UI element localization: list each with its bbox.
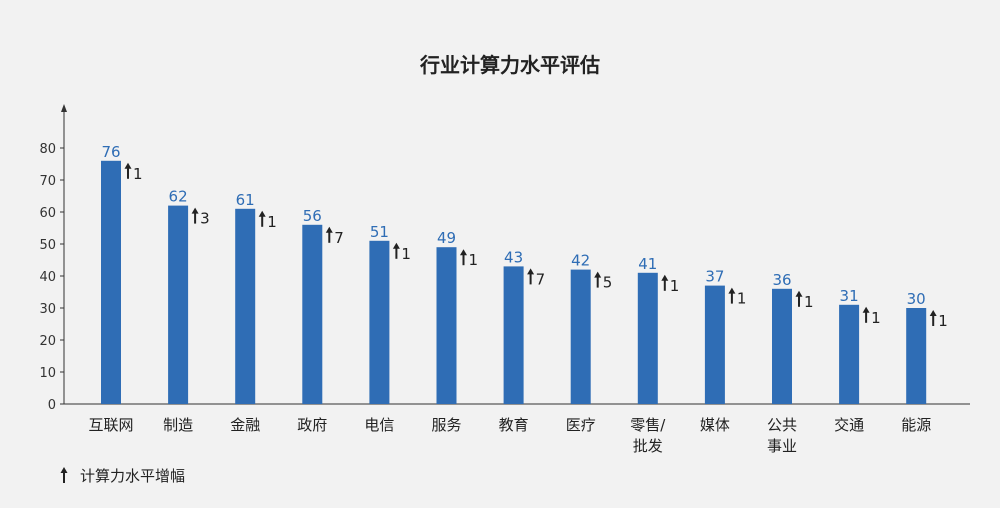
y-tick-label: 60 <box>39 206 56 221</box>
increase-arrow-icon <box>795 290 803 307</box>
increase-arrow-icon <box>392 242 400 259</box>
increase-arrow-icon <box>460 249 467 266</box>
increase-arrow-icon-head <box>862 306 870 313</box>
legend-increase-arrow-icon <box>60 467 68 483</box>
category-label: 媒体 <box>700 416 730 434</box>
increase-label: 5 <box>603 274 613 292</box>
increase-arrow-icon <box>325 226 333 243</box>
bars <box>101 160 927 404</box>
increase-label: 1 <box>469 251 479 269</box>
increase-arrow-icon-head <box>728 287 736 294</box>
increase-arrow-icon-head <box>258 210 266 217</box>
increase-arrow-icon-head <box>191 207 199 214</box>
bar <box>637 272 658 404</box>
increase-arrow-icon <box>594 271 602 288</box>
category-label: 零售/ <box>630 416 666 434</box>
increase-label: 7 <box>536 270 546 288</box>
increase-label: 1 <box>938 312 948 330</box>
value-label: 37 <box>705 268 724 286</box>
y-tick-label: 50 <box>39 238 56 253</box>
y-tick-label: 20 <box>39 334 56 349</box>
y-tick-label: 40 <box>39 270 56 285</box>
bar <box>839 304 860 404</box>
chart-title: 行业计算力水平评估 <box>419 53 600 77</box>
value-label: 31 <box>840 287 859 305</box>
increase-label: 3 <box>200 210 210 228</box>
increase-arrow-icon <box>191 207 199 224</box>
bar <box>772 288 792 404</box>
value-label: 49 <box>437 229 456 247</box>
y-axis-arrow-icon <box>61 104 67 112</box>
increase-label: 1 <box>401 245 411 263</box>
value-label: 51 <box>370 223 389 241</box>
bar <box>369 240 390 404</box>
value-label: 36 <box>772 271 791 289</box>
increase-arrow-icon <box>661 274 669 291</box>
category-label: 能源 <box>901 416 931 434</box>
bar <box>302 224 323 404</box>
increase-label: 1 <box>871 309 881 327</box>
category-label: 交通 <box>834 416 864 434</box>
category-label: 政府 <box>297 416 327 434</box>
increase-arrow-icon <box>527 268 535 285</box>
y-tick-label: 10 <box>39 366 56 381</box>
legend-label: 计算力水平增幅 <box>80 467 185 485</box>
category-label: 教育 <box>499 416 529 434</box>
increase-arrow-icon-head <box>929 310 937 316</box>
value-label: 61 <box>236 191 255 209</box>
increase-label: 1 <box>670 277 680 295</box>
increase-arrow-icon-head <box>795 290 803 297</box>
increase-arrow-icon <box>929 310 937 326</box>
increase-arrow-icon-head <box>325 226 333 233</box>
value-label: 56 <box>303 207 322 225</box>
value-label: 62 <box>169 188 188 206</box>
bar <box>503 266 524 404</box>
increase-arrow-icon-head <box>460 249 467 256</box>
legend-arrow-shape <box>60 467 68 483</box>
bar <box>101 160 121 404</box>
legend-arrow-shape-head <box>60 467 68 473</box>
category-label: 事业 <box>767 437 797 455</box>
increase-label: 1 <box>804 293 814 311</box>
y-tick-label: 70 <box>39 174 56 189</box>
category-label: 公共 <box>767 416 797 434</box>
value-label: 76 <box>101 143 120 161</box>
bar <box>168 205 189 404</box>
increase-label: 7 <box>334 229 344 247</box>
increase-arrow-icon-head <box>661 274 669 281</box>
increase-arrow-icon-head <box>527 268 535 275</box>
category-label: 制造 <box>163 416 193 434</box>
increase-arrow-icon-head <box>392 242 400 249</box>
increase-arrow-icon <box>728 287 736 304</box>
bar <box>436 247 457 404</box>
value-label: 41 <box>638 255 657 273</box>
category-label: 金融 <box>230 416 260 434</box>
labels: 76 1 互联网 62 3 制造 61 1 金融 56 7 政府 51 1 电信 49 1 服务 43 7 教育 42 5 医… <box>88 143 947 455</box>
bar <box>704 285 725 404</box>
increase-label: 1 <box>267 213 277 231</box>
y-tick-label: 30 <box>39 302 56 317</box>
increase-arrow-icon-head <box>594 271 602 278</box>
category-label: 批发 <box>633 437 663 455</box>
category-label: 服务 <box>431 416 461 434</box>
legend: 计算力水平增幅 <box>60 467 185 485</box>
bar <box>235 208 256 404</box>
bar <box>906 308 927 404</box>
increase-label: 1 <box>737 290 747 308</box>
category-label: 互联网 <box>88 416 133 434</box>
category-label: 医疗 <box>566 416 596 434</box>
increase-arrow-icon <box>258 210 266 227</box>
increase-label: 1 <box>133 165 143 183</box>
bar <box>570 269 591 404</box>
increase-arrow-icon <box>124 162 132 179</box>
value-label: 30 <box>907 290 926 308</box>
increase-arrow-icon-head <box>124 162 132 169</box>
y-tick-label: 0 <box>48 398 56 413</box>
increase-arrow-icon <box>862 306 870 323</box>
category-label: 电信 <box>364 416 394 434</box>
y-tick-label: 80 <box>39 142 56 157</box>
value-label: 43 <box>504 248 523 266</box>
value-label: 42 <box>571 252 590 270</box>
